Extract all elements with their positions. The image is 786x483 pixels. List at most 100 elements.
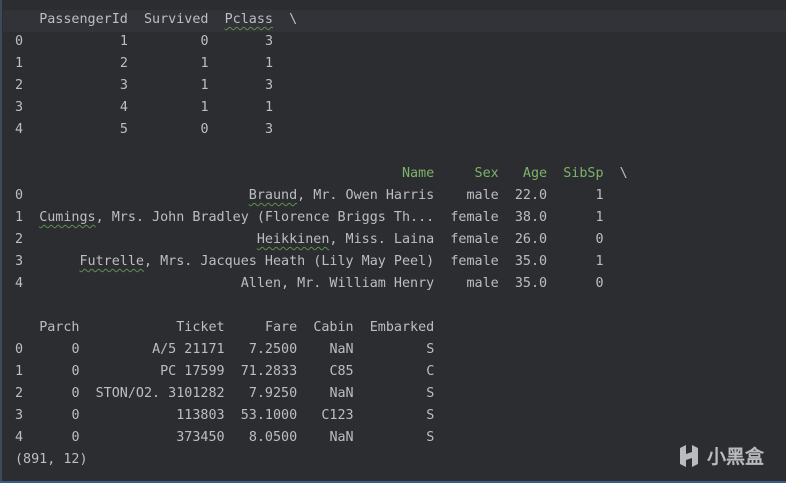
table-cell: C85: [329, 364, 354, 379]
table-cell: Allen, Mr. William Henry: [240, 276, 435, 291]
table-cell: STON/O2. 3101282: [95, 386, 225, 401]
column-header: Fare: [264, 320, 298, 335]
table-cell: 2: [119, 56, 128, 71]
table-row: 0 1 0 3: [15, 34, 273, 49]
table-cell: 1: [595, 254, 604, 269]
table-cell: 1: [264, 56, 273, 71]
watermark-text: 小黑盒: [706, 446, 764, 468]
table-row: 0 0 A/5 21171 7.2500 NaN S: [15, 342, 434, 357]
xiaoheihe-logo-icon: [679, 444, 698, 467]
table-row: 1 Cumings, Mrs. John Bradley (Florence B…: [15, 210, 604, 225]
table-cell: 4: [119, 100, 128, 115]
table-cell: 3: [264, 122, 273, 137]
table-cell: NaN: [329, 386, 354, 401]
row-index: 0: [15, 34, 24, 49]
column-header: Pclass: [224, 12, 273, 27]
table-cell: S: [426, 342, 435, 357]
table-cell: A/5 21171: [152, 342, 225, 357]
dataframe-shape: (891, 12): [15, 452, 88, 467]
table-cell: 1: [264, 100, 273, 115]
table-cell: 3: [264, 34, 273, 49]
table-cell: C: [426, 364, 435, 379]
table-cell: female: [450, 232, 499, 247]
table-cell: 113803: [176, 408, 225, 423]
column-header: Survived: [144, 12, 209, 27]
table-cell: 22.0: [514, 188, 548, 203]
table-cell: 8.0500: [248, 430, 298, 445]
editor-left-border: [0, 0, 2, 483]
column-header: Sex: [474, 166, 499, 181]
table-cell: female: [450, 210, 499, 225]
table-cell: 1: [595, 210, 604, 225]
row-index: 0: [15, 188, 24, 203]
line-continuation: \: [289, 12, 298, 27]
table-row: 0 Braund, Mr. Owen Harris male 22.0 1: [15, 188, 604, 203]
row-index: 4: [15, 276, 24, 291]
table-cell: S: [426, 430, 435, 445]
row-index: 1: [15, 56, 24, 71]
table-cell: 35.0: [514, 254, 548, 269]
table-cell: 7.2500: [248, 342, 298, 357]
table-row: 2 Heikkinen, Miss. Laina female 26.0 0: [15, 232, 604, 247]
table-cell: male: [466, 276, 499, 291]
table-row: 3 4 1 1: [15, 100, 273, 115]
table-cell: Cumings, Mrs. John Bradley (Florence Bri…: [39, 210, 435, 225]
table-cell: PC 17599: [160, 364, 225, 379]
column-header: PassengerId: [39, 12, 128, 27]
row-index: 2: [15, 386, 24, 401]
table-cell: 0: [71, 364, 80, 379]
table-cell: 1: [595, 188, 604, 203]
line-continuation: \: [619, 166, 628, 181]
table-row: 3 Futrelle, Mrs. Jacques Heath (Lily May…: [15, 254, 604, 269]
current-line-highlight: [3, 10, 786, 32]
table-cell: 35.0: [514, 276, 548, 291]
table-cell: male: [466, 188, 499, 203]
column-header: Cabin: [313, 320, 354, 335]
table-cell: 38.0: [514, 210, 548, 225]
table-cell: Braund, Mr. Owen Harris: [248, 188, 435, 203]
row-index: 0: [15, 342, 24, 357]
panel-bottom-border: [0, 481, 786, 483]
column-header: SibSp: [563, 166, 604, 181]
table-row: 4 5 0 3: [15, 122, 273, 137]
table-cell: 26.0: [514, 232, 548, 247]
row-index: 2: [15, 232, 24, 247]
table-cell: 7.9250: [248, 386, 298, 401]
row-index: 1: [15, 364, 24, 379]
column-header: Parch: [39, 320, 80, 335]
table-row: 4 Allen, Mr. William Henry male 35.0 0: [15, 276, 604, 291]
table-row: 2 3 1 3: [15, 78, 273, 93]
table-cell: 0: [71, 430, 80, 445]
table-cell: 3: [119, 78, 128, 93]
table-cell: 0: [71, 386, 80, 401]
row-index: 3: [15, 254, 24, 269]
table-cell: 0: [595, 232, 604, 247]
table-row: 4 0 373450 8.0500 NaN S: [15, 430, 434, 445]
table-cell: S: [426, 386, 435, 401]
row-index: 2: [15, 78, 24, 93]
table-cell: S: [426, 408, 435, 423]
table-cell: 71.2833: [240, 364, 298, 379]
table-row: 2 0 STON/O2. 3101282 7.9250 NaN S: [15, 386, 434, 401]
row-index: 4: [15, 430, 24, 445]
table-cell: Futrelle, Mrs. Jacques Heath (Lily May P…: [79, 254, 435, 269]
table-cell: 1: [200, 78, 209, 93]
table-row: 3 0 113803 53.1000 C123 S: [15, 408, 434, 423]
table-cell: 0: [71, 342, 80, 357]
table-cell: 0: [595, 276, 604, 291]
row-index: 1: [15, 210, 24, 225]
watermark: 小黑盒: [677, 442, 764, 469]
row-index: 3: [15, 100, 24, 115]
table-cell: 3: [264, 78, 273, 93]
table-cell: 1: [200, 100, 209, 115]
table-row: 1 0 PC 17599 71.2833 C85 C: [15, 364, 434, 379]
table-cell: 373450: [176, 430, 225, 445]
table-cell: 0: [200, 34, 209, 49]
column-header: Age: [522, 166, 548, 181]
table-cell: 1: [119, 34, 128, 49]
table-cell: 53.1000: [240, 408, 298, 423]
table-cell: 5: [119, 122, 128, 137]
table-row: 1 2 1 1: [15, 56, 273, 71]
console-output[interactable]: PassengerId Survived Pclass \ 0 1 0 3 1 …: [15, 9, 628, 471]
row-index: 4: [15, 122, 24, 137]
